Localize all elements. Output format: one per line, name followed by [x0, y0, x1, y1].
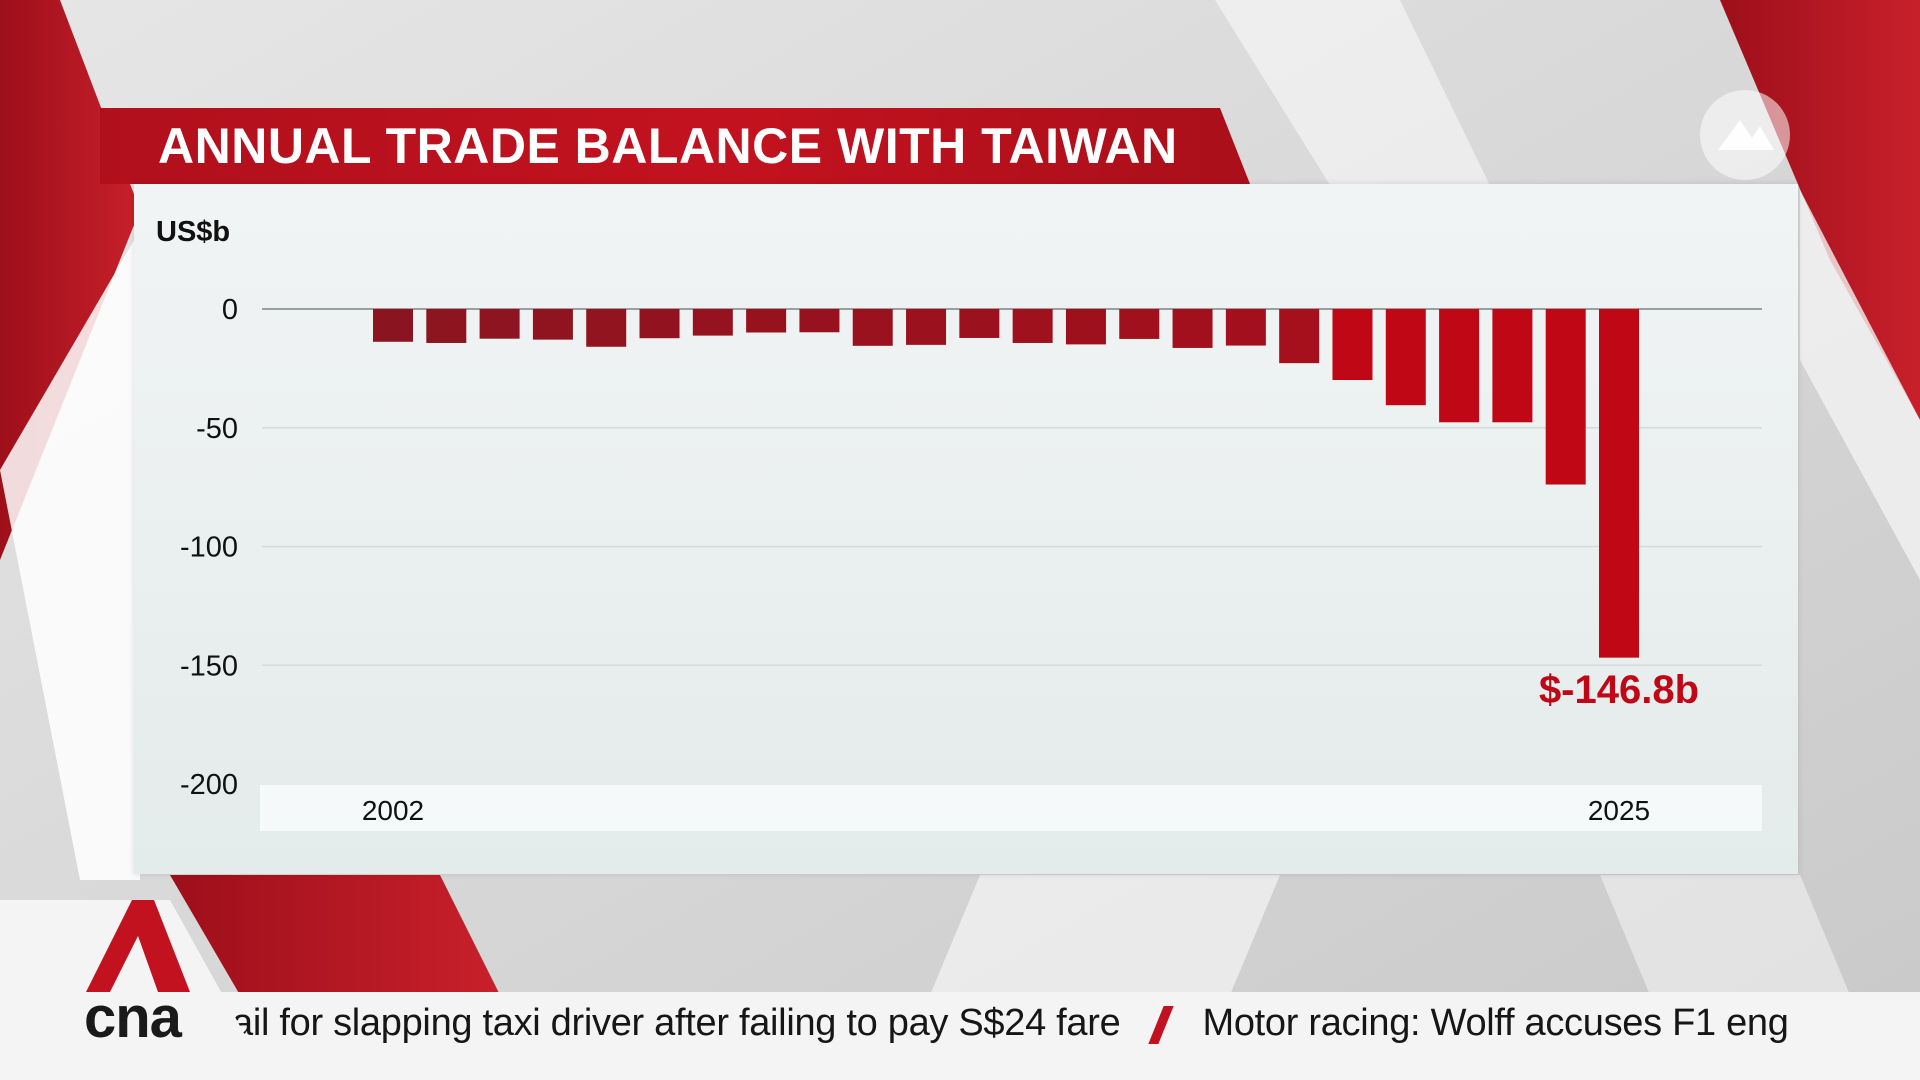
data-label: $-146.8b [1539, 668, 1699, 712]
bar [373, 309, 413, 342]
bar [479, 309, 520, 339]
bar [959, 309, 1000, 338]
bar [1279, 309, 1320, 364]
bar [532, 309, 573, 340]
ticker-text: ail for slapping taxi driver after faili… [232, 992, 1789, 1054]
bar [852, 309, 893, 346]
bar-chart: 0 -50 -100 -150 -200 2002 2025 $-146.8b [180, 294, 1762, 831]
chart-panel: 0 -50 -100 -150 -200 2002 2025 $-146.8b US$b [134, 184, 1798, 874]
bar [1172, 309, 1213, 348]
title-banner [100, 108, 1250, 184]
news-ticker: ail for slapping taxi driver after faili… [0, 992, 1920, 1080]
y-tick-label: 0 [222, 294, 238, 326]
ticker-separator [1148, 1005, 1175, 1044]
ticker-headline: Motor racing: Wolff accuses F1 eng [1202, 1002, 1789, 1044]
y-tick-label: -200 [180, 769, 238, 801]
bar [1332, 309, 1373, 381]
bar [692, 309, 733, 336]
bar [799, 309, 840, 333]
bar [1545, 309, 1586, 485]
y-tick-label: -150 [180, 650, 238, 682]
bar [1065, 309, 1106, 345]
y-axis-unit-label: US$b [156, 216, 231, 248]
y-tick-label: -100 [180, 532, 238, 564]
bar [1225, 309, 1266, 346]
brand-logo-text: cna [84, 985, 182, 1050]
bar [1385, 309, 1426, 406]
bar [426, 309, 467, 343]
cna-mark-icon [1700, 90, 1790, 180]
bar [746, 309, 787, 333]
bar [1492, 309, 1533, 423]
bar [1119, 309, 1160, 339]
y-tick-label: -50 [196, 413, 238, 445]
bar [639, 309, 680, 339]
x-axis-band [260, 785, 1762, 831]
cna-logo-icon [0, 900, 270, 1080]
bar [906, 309, 947, 345]
bar [1599, 309, 1639, 658]
bar [586, 309, 627, 347]
x-tick-label: 2002 [362, 795, 424, 826]
ticker-headline: ail for slapping taxi driver after faili… [232, 1002, 1121, 1044]
bar [1439, 309, 1480, 423]
x-tick-label: 2025 [1588, 795, 1650, 826]
bar [1012, 309, 1053, 343]
chart-title: ANNUAL TRADE BALANCE WITH TAIWAN [158, 118, 1178, 174]
